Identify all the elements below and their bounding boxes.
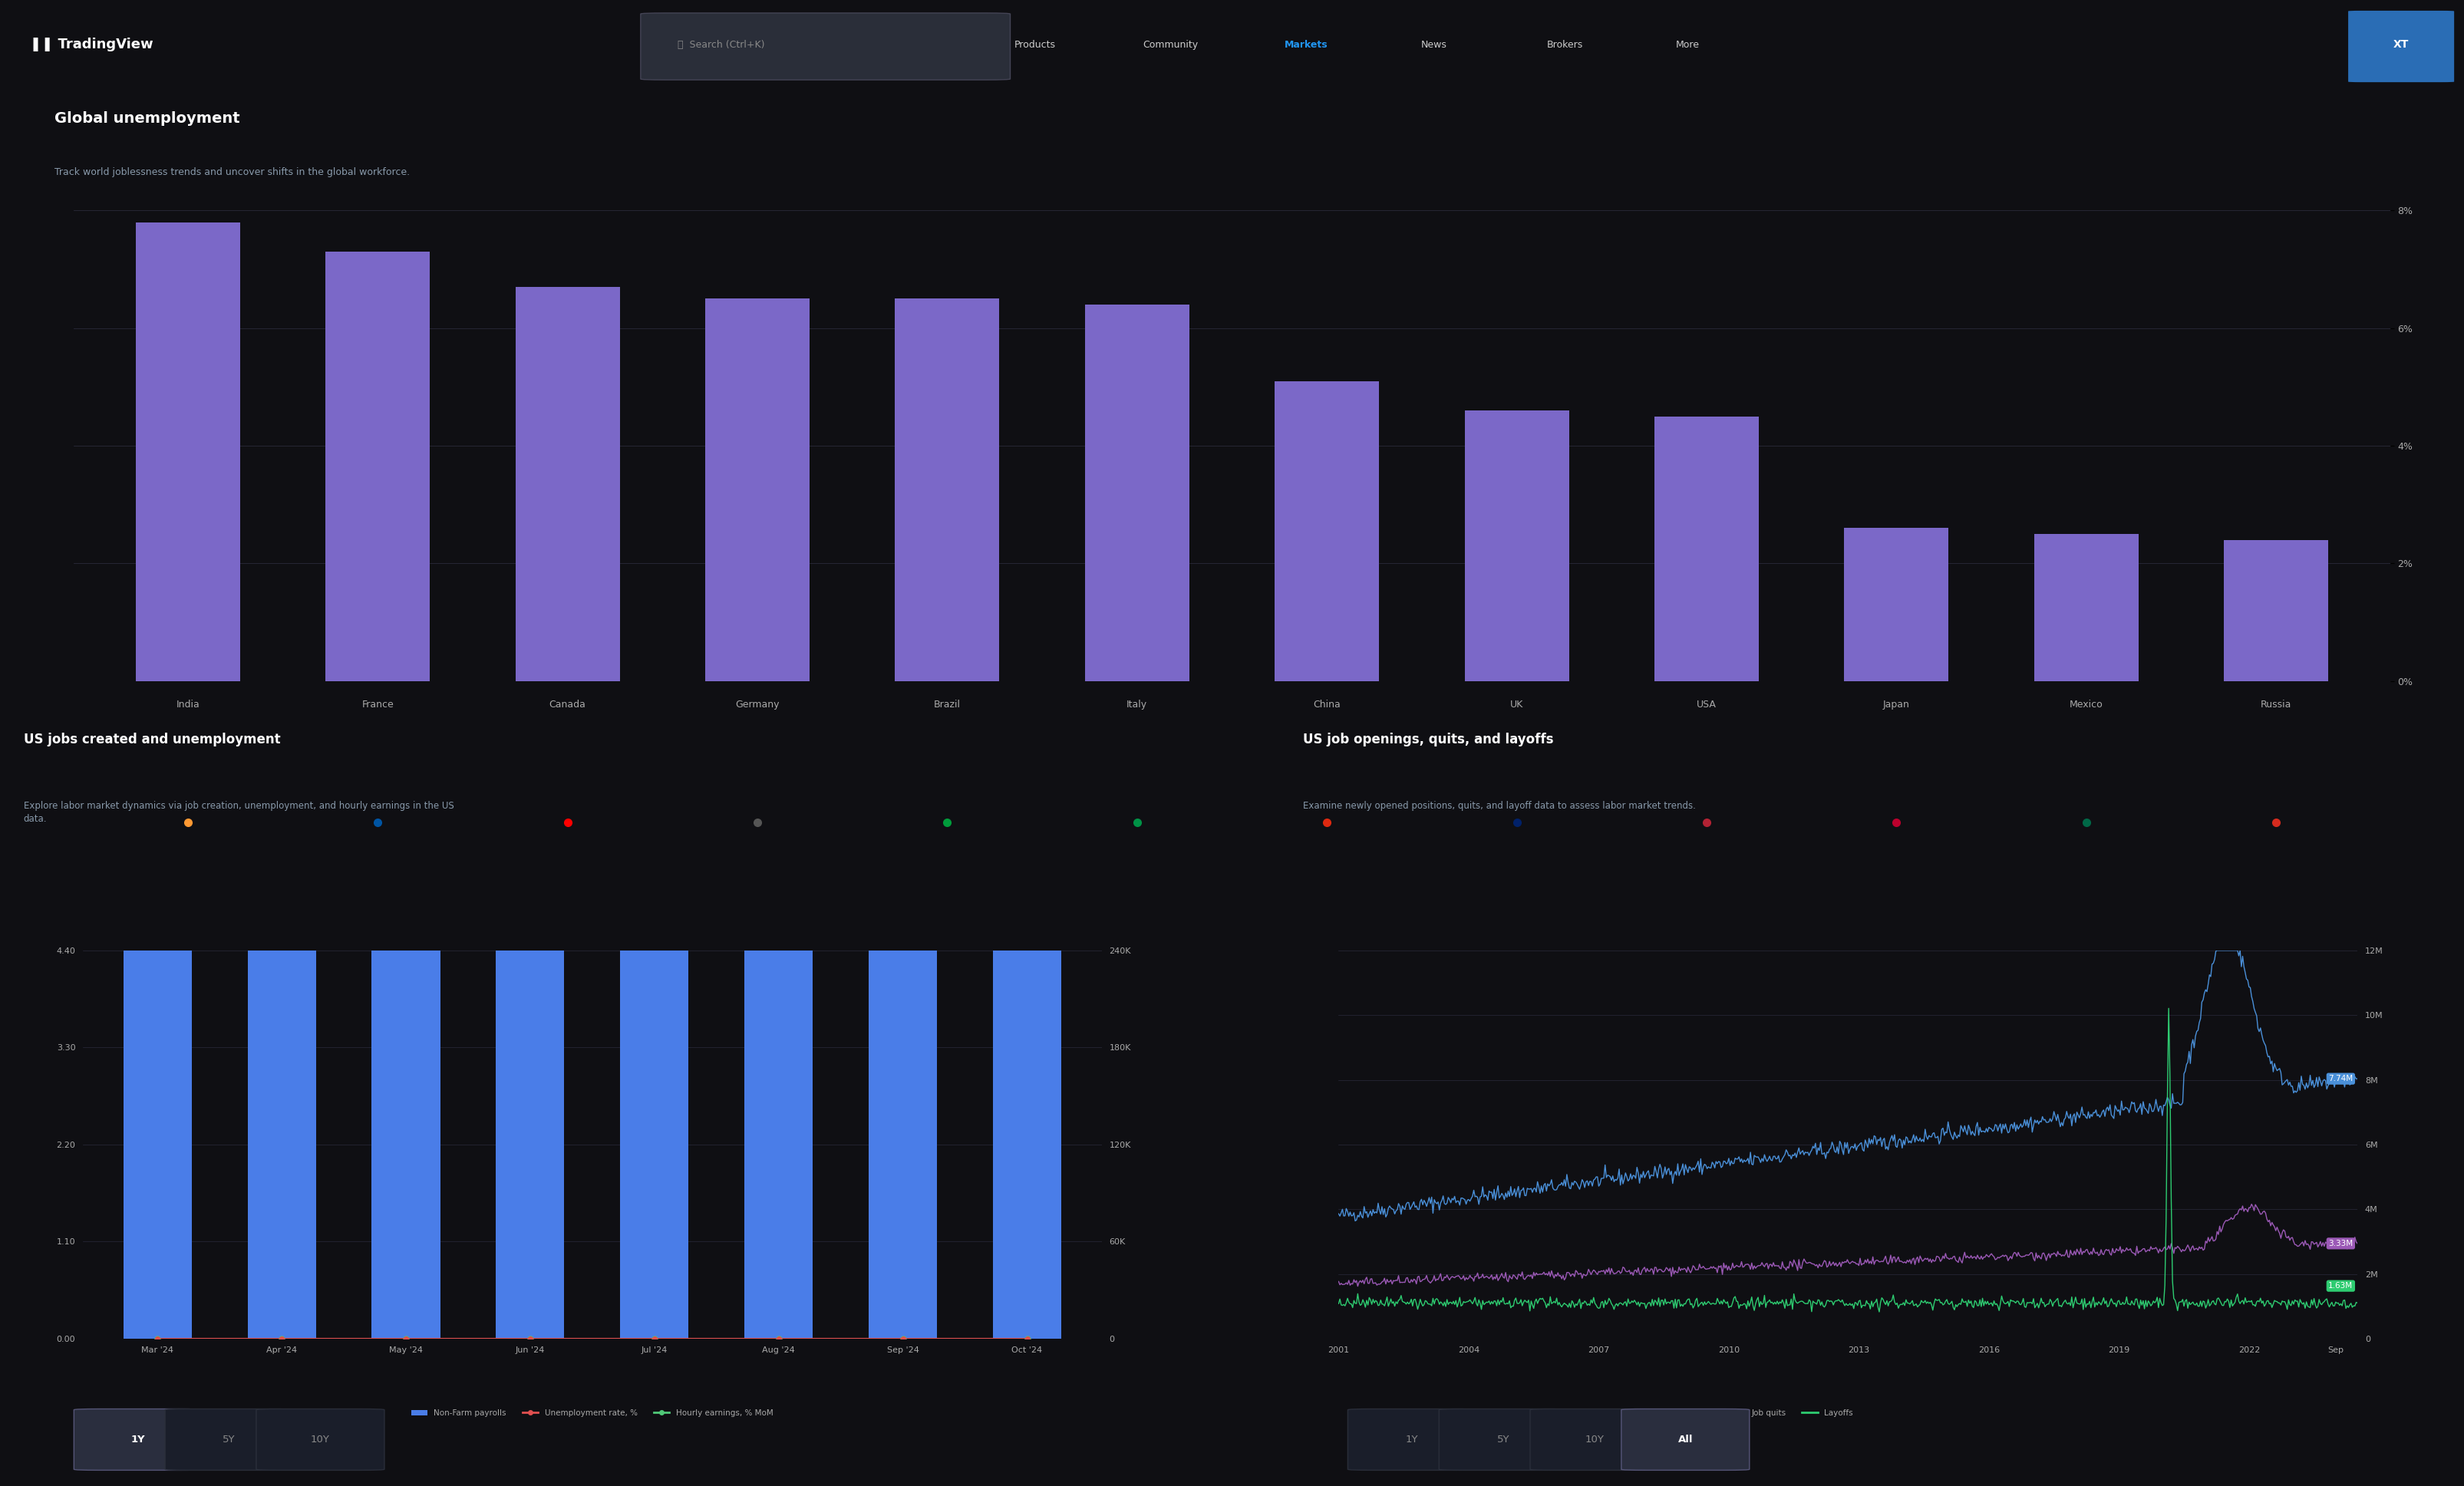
Text: 10Y: 10Y: [1584, 1434, 1604, 1444]
Text: Markets: Markets: [1284, 40, 1328, 49]
FancyBboxPatch shape: [1530, 1409, 1658, 1470]
Text: US job openings, quits, and layoffs: US job openings, quits, and layoffs: [1303, 733, 1555, 746]
Text: More: More: [1676, 40, 1700, 49]
FancyBboxPatch shape: [2348, 10, 2454, 82]
Text: Community: Community: [1143, 40, 1198, 49]
Text: 🔍  Search (Ctrl+K): 🔍 Search (Ctrl+K): [678, 40, 764, 49]
FancyBboxPatch shape: [1621, 1409, 1749, 1470]
Text: Products: Products: [1015, 40, 1055, 49]
Text: Brokers: Brokers: [1547, 40, 1582, 49]
Text: 1Y: 1Y: [1404, 1434, 1419, 1444]
Text: 5Y: 5Y: [1496, 1434, 1510, 1444]
FancyBboxPatch shape: [1439, 1409, 1567, 1470]
FancyBboxPatch shape: [74, 1409, 202, 1470]
Text: Track world joblessness trends and uncover shifts in the global workforce.: Track world joblessness trends and uncov…: [54, 166, 409, 177]
Text: 10Y: 10Y: [310, 1434, 330, 1444]
Text: US jobs created and unemployment: US jobs created and unemployment: [25, 733, 281, 746]
Text: ❚❚ TradingView: ❚❚ TradingView: [30, 37, 153, 52]
Text: All: All: [1678, 1434, 1693, 1444]
Text: News: News: [1422, 40, 1446, 49]
FancyBboxPatch shape: [165, 1409, 293, 1470]
Text: 5Y: 5Y: [222, 1434, 237, 1444]
FancyBboxPatch shape: [256, 1409, 384, 1470]
Text: 1Y: 1Y: [131, 1434, 145, 1444]
FancyBboxPatch shape: [1348, 1409, 1476, 1470]
FancyBboxPatch shape: [641, 13, 1010, 80]
Text: Global unemployment: Global unemployment: [54, 111, 239, 126]
Text: XT: XT: [2393, 39, 2410, 51]
Text: Explore labor market dynamics via job creation, unemployment, and hourly earning: Explore labor market dynamics via job cr…: [25, 801, 453, 823]
Text: Examine newly opened positions, quits, and layoff data to assess labor market tr: Examine newly opened positions, quits, a…: [1303, 801, 1695, 810]
